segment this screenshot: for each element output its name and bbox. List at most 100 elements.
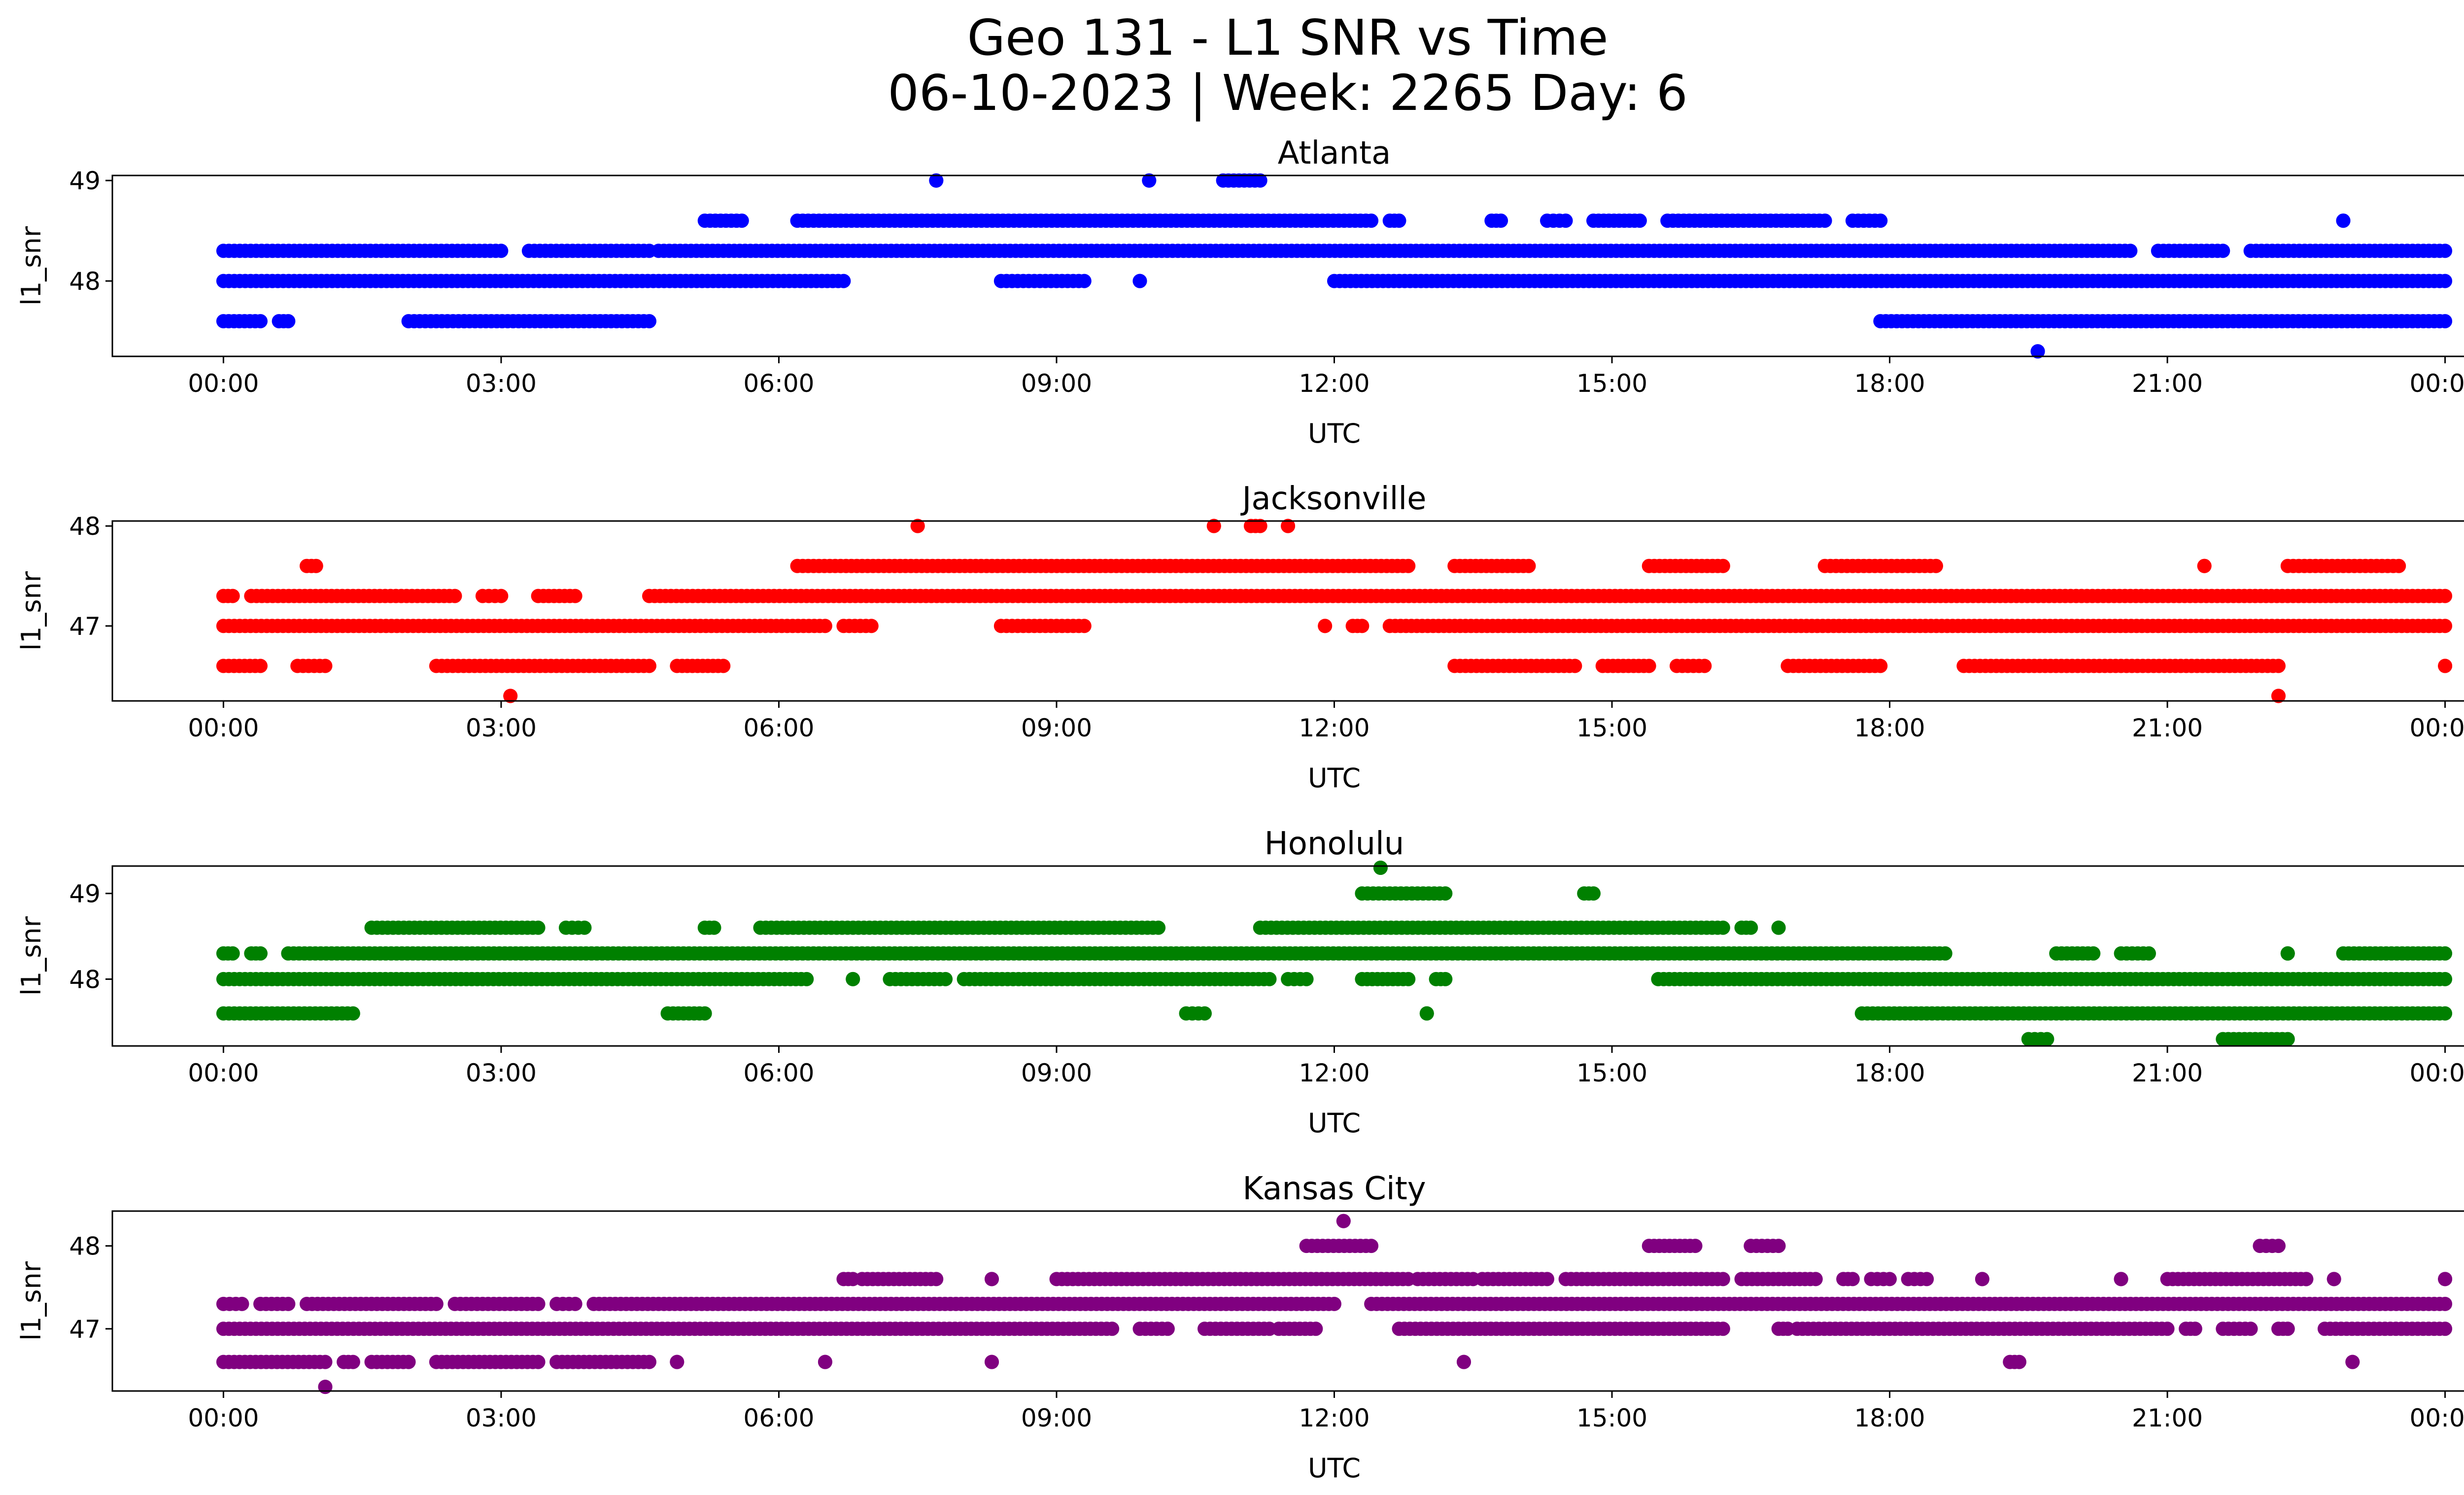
data-point — [447, 589, 462, 603]
x-axis-label: UTC — [1308, 1453, 1361, 1484]
data-point — [1845, 1272, 1860, 1286]
plot-frame — [111, 174, 2464, 357]
data-point — [345, 1355, 360, 1369]
data-point — [2243, 1321, 2258, 1336]
data-point — [1586, 886, 1601, 901]
data-point — [846, 972, 860, 986]
data-point — [1568, 659, 1582, 673]
data-point — [2438, 1321, 2453, 1336]
data-point — [1401, 972, 1416, 986]
subplot-title: Kansas City — [1242, 1171, 1426, 1207]
data-point — [642, 659, 656, 673]
data-point — [1817, 213, 1832, 228]
data-point — [1715, 1321, 1730, 1336]
x-tick-label: 18:00 — [1854, 714, 1925, 742]
data-point — [929, 1272, 944, 1286]
data-point — [235, 1296, 249, 1311]
data-point — [1715, 558, 1730, 573]
data-point — [1160, 1321, 1175, 1336]
data-point — [734, 213, 749, 228]
data-point — [2280, 1032, 2295, 1046]
data-point — [1540, 1272, 1554, 1286]
data-point — [1355, 619, 1369, 633]
data-point — [1077, 274, 1092, 288]
data-point — [1281, 519, 1296, 533]
y-tick-label: 49 — [69, 880, 101, 908]
y-tick-label: 47 — [69, 1315, 101, 1344]
data-point — [1419, 1006, 1434, 1021]
x-tick-label: 03:00 — [466, 714, 537, 742]
x-tick-label: 21:00 — [2132, 1059, 2203, 1087]
data-point — [707, 920, 721, 935]
x-tick-label: 00:00 — [188, 714, 259, 742]
data-point — [1771, 1239, 1786, 1253]
data-point — [1715, 1272, 1730, 1286]
data-point — [938, 972, 953, 986]
x-tick-label: 06:00 — [743, 369, 814, 398]
data-point — [281, 1296, 296, 1311]
data-point — [1142, 173, 1157, 188]
data-point — [1132, 274, 1147, 288]
data-point — [1873, 213, 1888, 228]
data-point — [1077, 619, 1092, 633]
subplot-3: Kansas City l1_snr UTC 00:00 03:00 06:00 09:00… — [16, 1171, 2464, 1484]
data-point — [531, 1296, 546, 1311]
data-point — [985, 1272, 999, 1286]
y-tick-label: 49 — [69, 167, 101, 195]
data-point — [2086, 946, 2101, 961]
x-tick-label: 21:00 — [2132, 1404, 2203, 1432]
data-point — [670, 1355, 684, 1369]
data-point — [697, 1006, 712, 1021]
x-tick-label: 00:00 — [2410, 1059, 2464, 1087]
data-point — [2142, 946, 2156, 961]
data-point — [1882, 1272, 1897, 1286]
subplot-title: Jacksonville — [1240, 481, 1427, 517]
data-point — [2345, 1355, 2360, 1369]
x-tick-label: 00:00 — [2410, 1404, 2464, 1432]
data-point — [836, 274, 851, 288]
data-point — [2299, 1272, 2314, 1286]
x-tick-label: 03:00 — [466, 369, 537, 398]
data-point — [531, 920, 546, 935]
data-point — [716, 659, 731, 673]
data-point — [318, 1380, 333, 1394]
x-tick-label: 15:00 — [1576, 714, 1647, 742]
data-point — [503, 689, 518, 703]
x-tick-label: 18:00 — [1854, 369, 1925, 398]
data-point — [1253, 173, 1267, 188]
x-tick-label: 09:00 — [1021, 714, 1092, 742]
scatter-series — [216, 173, 2453, 359]
data-point — [929, 173, 944, 188]
data-point — [345, 1006, 360, 1021]
x-tick-label: 09:00 — [1021, 1404, 1092, 1432]
x-tick-label: 18:00 — [1854, 1404, 1925, 1432]
data-point — [1771, 920, 1786, 935]
data-point — [1457, 1355, 1471, 1369]
x-tick-label: 21:00 — [2132, 714, 2203, 742]
data-point — [2271, 1239, 2286, 1253]
data-point — [2438, 1296, 2453, 1311]
subplot-0: Atlanta l1_snr UTC 00:00 03:00 06:00 09:00 12:0… — [16, 135, 2464, 449]
x-tick-label: 15:00 — [1576, 1059, 1647, 1087]
x-tick-label: 12:00 — [1299, 369, 1369, 398]
data-point — [1558, 213, 1573, 228]
figure-subtitle: 06-10-2023 | Week: 2265 Day: 6 — [888, 64, 1688, 122]
y-axis-label: l1_snr — [16, 571, 47, 651]
data-point — [225, 946, 240, 961]
y-tick-label: 48 — [69, 965, 101, 994]
data-point — [401, 1355, 416, 1369]
x-tick-label: 03:00 — [466, 1059, 537, 1087]
data-point — [1873, 659, 1888, 673]
data-point — [429, 1296, 444, 1311]
data-point — [1392, 213, 1406, 228]
data-point — [1938, 946, 1952, 961]
data-point — [2123, 243, 2138, 258]
subplot-title: Atlanta — [1278, 135, 1391, 172]
data-point — [253, 659, 268, 673]
plot-frame — [111, 1210, 2464, 1392]
x-tick-label: 06:00 — [743, 714, 814, 742]
data-point — [1688, 1239, 1703, 1253]
x-tick-label: 15:00 — [1576, 1404, 1647, 1432]
